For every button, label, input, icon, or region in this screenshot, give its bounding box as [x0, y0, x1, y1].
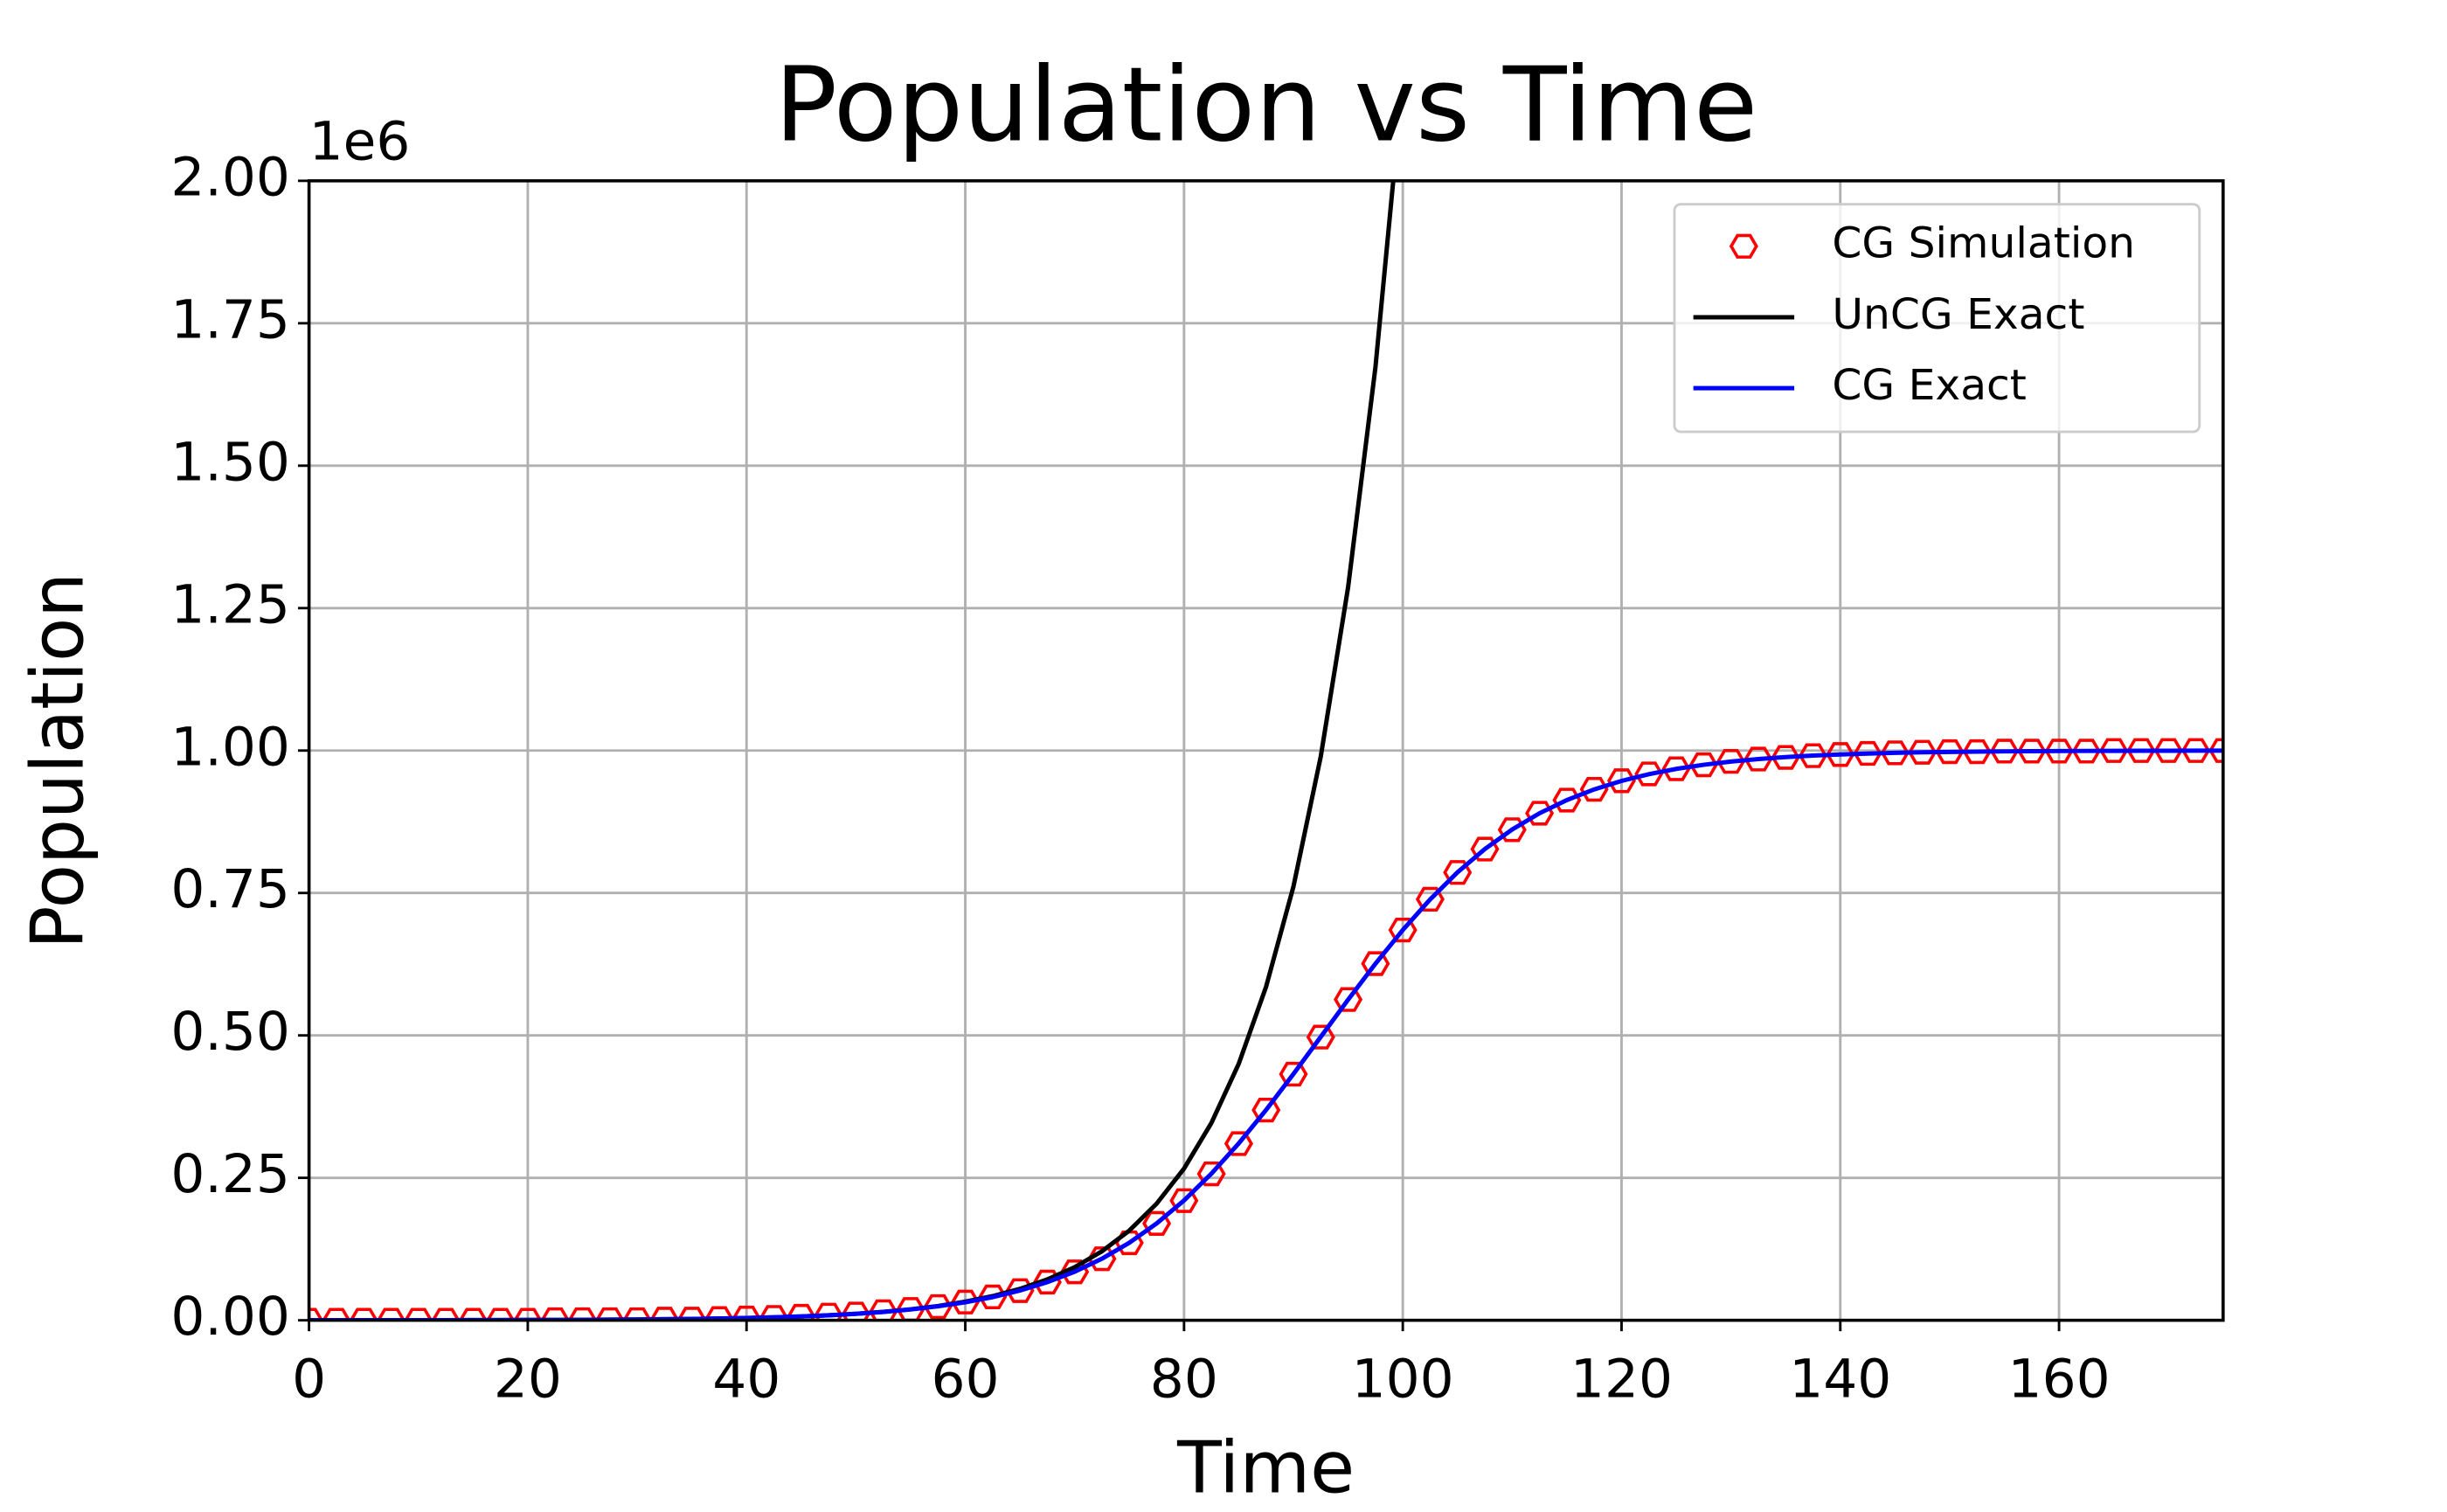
data-marker — [1196, 1161, 1226, 1187]
data-marker — [1661, 756, 1691, 781]
data-marker — [1606, 768, 1636, 794]
data-marker — [1579, 776, 1609, 802]
legend-box — [1673, 203, 2201, 433]
data-marker — [1525, 801, 1555, 826]
data-marker — [1497, 817, 1527, 843]
x-tick-label: 120 — [1570, 1349, 1673, 1411]
data-marker — [1443, 860, 1473, 885]
legend-marker — [1729, 233, 1758, 259]
data-marker — [1470, 836, 1500, 862]
data-marker — [308, 1307, 324, 1321]
data-marker — [431, 1307, 461, 1321]
data-marker — [486, 1307, 516, 1321]
ticks: 0 20 40 60 80 100 120 140 160 0.00 0.25 0.50 0.75 1.0… — [170, 147, 2110, 1411]
data-marker — [349, 1307, 378, 1321]
y-tick-label: 1.25 — [170, 574, 290, 636]
x-tick-label: 140 — [1789, 1349, 1891, 1411]
data-marker — [404, 1307, 433, 1321]
x-axis-label: Time — [1176, 1426, 1355, 1509]
y-offset-label: 1e6 — [309, 111, 411, 173]
y-tick-label: 0.50 — [170, 1002, 290, 1064]
y-tick-label: 1.00 — [170, 717, 290, 779]
x-tick-label: 80 — [1150, 1349, 1218, 1411]
x-tick-label: 160 — [2008, 1349, 2111, 1411]
data-marker — [1142, 1210, 1172, 1236]
data-marker — [1388, 917, 1418, 943]
legend: CG Simulation UnCG Exact CG Exact — [1673, 203, 2201, 433]
y-tick-label: 1.50 — [170, 432, 290, 494]
legend-label: UnCG Exact — [1832, 290, 2084, 339]
y-tick-label: 0.75 — [170, 859, 290, 921]
x-tick-label: 40 — [712, 1349, 780, 1411]
data-marker — [1634, 761, 1664, 787]
data-marker — [1169, 1188, 1199, 1213]
y-tick-label: 0.25 — [170, 1143, 290, 1205]
legend-label: CG Simulation — [1832, 219, 2135, 268]
legend-label: CG Exact — [1832, 361, 2027, 410]
chart-title: Population vs Time — [774, 45, 1757, 164]
x-tick-label: 20 — [494, 1349, 562, 1411]
y-tick-label: 0.00 — [170, 1286, 290, 1348]
data-marker — [1552, 787, 1582, 813]
data-marker — [322, 1307, 351, 1321]
y-tick-label: 1.75 — [170, 289, 290, 351]
y-axis-label: Population — [16, 572, 101, 949]
data-marker — [376, 1307, 406, 1321]
data-marker — [458, 1307, 488, 1321]
y-tick-label: 2.00 — [170, 147, 290, 209]
x-tick-label: 0 — [292, 1349, 326, 1411]
data-marker — [1415, 886, 1445, 912]
x-tick-label: 100 — [1352, 1349, 1454, 1411]
x-tick-label: 60 — [932, 1349, 1000, 1411]
data-marker — [513, 1307, 543, 1321]
